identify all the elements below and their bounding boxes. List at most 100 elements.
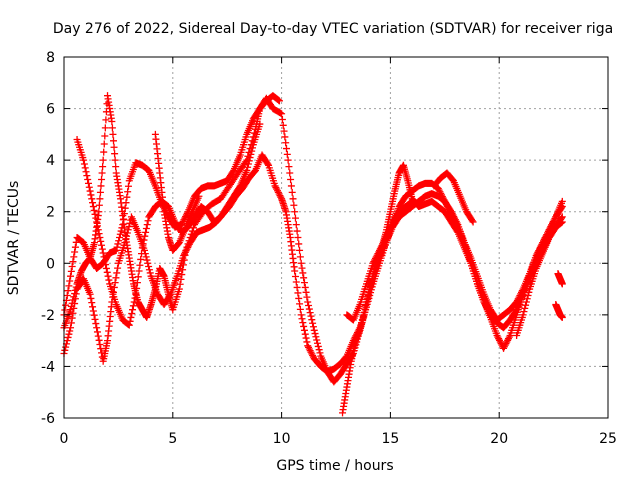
data-point — [275, 190, 283, 198]
series-trace-4 — [73, 120, 264, 329]
data-point — [64, 287, 72, 295]
data-point — [143, 256, 151, 264]
data-point — [100, 253, 108, 261]
data-point — [493, 331, 501, 339]
data-point — [310, 326, 318, 334]
data-point — [558, 218, 566, 226]
data-point — [118, 224, 126, 232]
data-point — [142, 253, 150, 261]
data-point — [183, 245, 191, 253]
data-point — [131, 294, 139, 302]
y-axis-ticks: -6 -4 -2 0 2 4 6 8 — [41, 50, 608, 427]
data-point — [523, 295, 531, 303]
data-point — [305, 343, 313, 351]
x-tick-label: 25 — [599, 431, 617, 447]
data-point — [276, 192, 284, 200]
data-point — [558, 280, 566, 288]
data-point — [70, 304, 78, 312]
data-point — [558, 313, 566, 321]
data-point — [298, 264, 306, 272]
series-trace-8 — [430, 169, 477, 226]
data-point — [309, 319, 317, 327]
data-point — [68, 263, 76, 271]
data-point — [281, 133, 289, 141]
data-point — [115, 237, 123, 245]
data-point — [137, 255, 145, 263]
data-point — [70, 253, 78, 261]
y-tick-label: 2 — [46, 205, 55, 221]
data-point — [144, 259, 152, 267]
data-point — [505, 333, 513, 341]
data-point — [125, 223, 133, 231]
data-point — [96, 195, 104, 203]
data-point — [381, 235, 389, 243]
data-point — [375, 248, 383, 256]
data-point — [100, 148, 108, 156]
data-point — [296, 253, 304, 261]
data-point — [98, 175, 106, 183]
data-point — [111, 150, 119, 158]
data-point — [71, 295, 79, 303]
data-point — [313, 336, 321, 344]
data-point — [124, 188, 132, 196]
chart-title: Day 276 of 2022, Sidereal Day-to-day VTE… — [53, 21, 613, 37]
data-point — [108, 124, 116, 132]
data-point — [369, 259, 377, 267]
data-point — [123, 232, 131, 240]
y-tick-label: 8 — [46, 50, 55, 66]
data-point — [84, 175, 92, 183]
data-point — [292, 278, 300, 286]
data-point — [123, 193, 131, 201]
data-point — [92, 320, 100, 328]
data-point — [83, 172, 91, 180]
data-point — [293, 227, 301, 235]
data-point — [62, 301, 70, 309]
data-point — [288, 188, 296, 196]
data-point — [304, 342, 312, 350]
data-point — [377, 243, 385, 251]
data-point — [133, 279, 141, 287]
data-point — [283, 150, 291, 158]
data-point — [282, 145, 290, 153]
data-point — [87, 191, 95, 199]
data-point — [289, 195, 297, 203]
data-point — [374, 250, 382, 258]
data-point — [99, 163, 107, 171]
x-tick-label: 15 — [381, 431, 399, 447]
data-point — [295, 294, 303, 302]
data-point — [96, 188, 104, 196]
data-point — [99, 156, 107, 164]
data-point — [447, 208, 455, 216]
data-point — [244, 160, 252, 168]
data-point — [469, 218, 477, 226]
data-point — [121, 204, 129, 212]
data-point — [80, 160, 88, 168]
data-point — [287, 175, 295, 183]
data-point — [101, 124, 109, 132]
x-tick-label: 20 — [490, 431, 508, 447]
data-point — [309, 323, 317, 331]
data-point — [91, 210, 99, 218]
data-point — [94, 226, 102, 234]
data-point — [95, 230, 103, 238]
data-point — [143, 221, 151, 229]
data-point — [500, 343, 508, 351]
data-point — [71, 243, 79, 251]
data-point — [373, 251, 381, 259]
data-point — [62, 343, 70, 351]
data-point — [296, 246, 304, 254]
data-point — [84, 179, 92, 187]
data-point — [301, 330, 309, 338]
data-point — [109, 130, 117, 138]
data-points — [60, 92, 566, 417]
data-point — [520, 308, 528, 316]
y-tick-label: 4 — [46, 153, 55, 169]
data-point — [67, 319, 75, 327]
data-point — [280, 127, 288, 135]
data-point — [71, 248, 79, 256]
data-point — [453, 227, 461, 235]
data-point — [138, 244, 146, 252]
data-point — [181, 248, 189, 256]
data-point — [235, 183, 243, 191]
data-point — [103, 268, 111, 276]
